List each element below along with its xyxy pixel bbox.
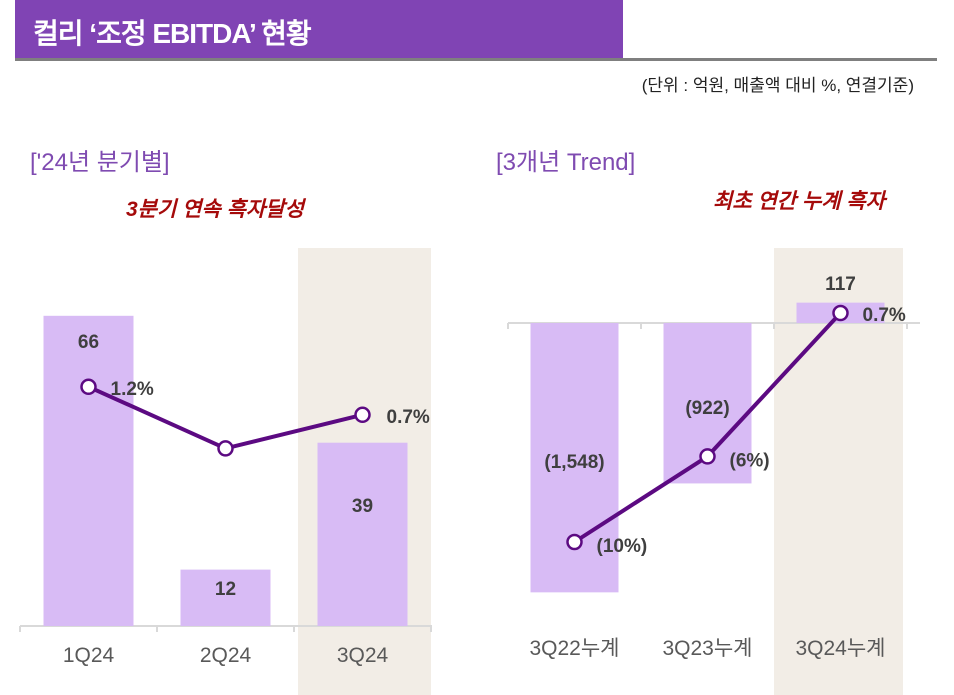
bar-label: 66 [78, 332, 99, 353]
bar-label: (1,548) [544, 452, 604, 473]
line-label: (10%) [597, 536, 648, 557]
bar-label: 117 [825, 274, 856, 295]
line-point [832, 304, 849, 322]
left-chart-annotation: 3분기 연속 흑자달성 [126, 198, 304, 221]
category-label: 1Q24 [63, 644, 115, 667]
category-label: 3Q24누계 [795, 637, 885, 660]
right-chart-title: [3개년 Trend] [496, 149, 636, 176]
unit-note: (단위 : 억원, 매출액 대비 %, 연결기준) [641, 76, 914, 95]
category-label: 3Q23누계 [662, 637, 752, 660]
line-point [80, 378, 97, 396]
line-point [217, 440, 234, 457]
category-label: 3Q22누계 [529, 637, 619, 660]
bar-label: (922) [685, 398, 729, 419]
line-point [354, 406, 371, 424]
line-point [566, 533, 583, 551]
line-label: 1.2% [111, 379, 154, 400]
line-label: 0.7% [863, 305, 906, 326]
left-chart-title: ['24년 분기별] [30, 149, 170, 176]
bar-2Q24 [180, 569, 271, 626]
line-point [699, 448, 716, 465]
bar-1Q24 [43, 315, 134, 626]
line-label: 0.7% [387, 407, 430, 428]
bar-label: 39 [352, 496, 373, 517]
category-label: 3Q24 [337, 644, 389, 667]
line-label: (6%) [730, 450, 770, 471]
right-chart-annotation: 최초 연간 누계 흑자 [713, 190, 886, 213]
page-title: 컬리 ‘조정 EBITDA’ 현황 [33, 18, 312, 49]
header-banner: 컬리 ‘조정 EBITDA’ 현황 [15, 0, 623, 58]
bar-label: 12 [215, 579, 236, 600]
bar-3Q24 [317, 442, 408, 626]
category-label: 2Q24 [200, 644, 252, 667]
header-divider [15, 58, 937, 61]
